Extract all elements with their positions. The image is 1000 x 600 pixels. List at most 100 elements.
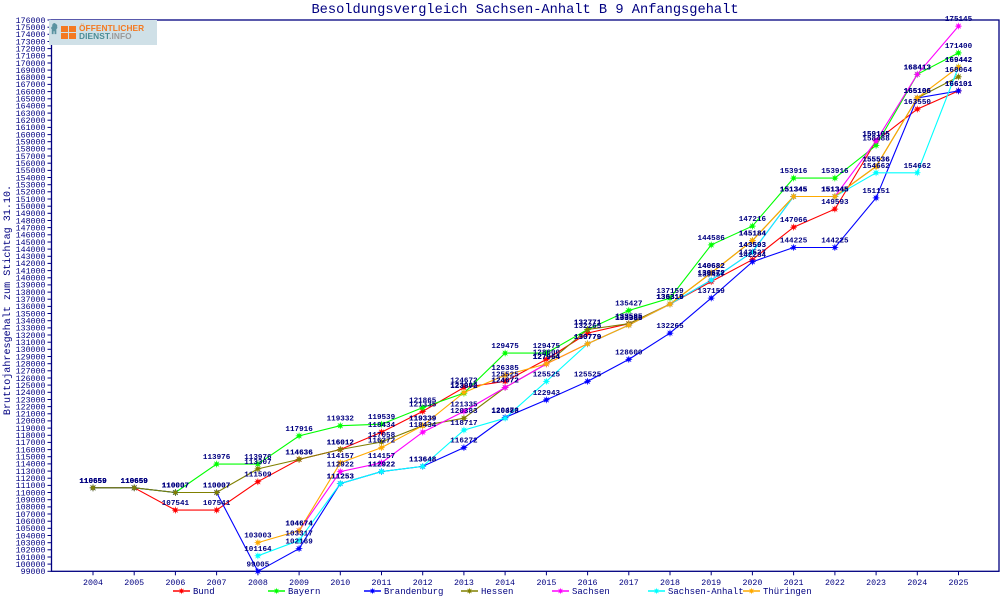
svg-text:103317: 103317	[285, 530, 313, 538]
svg-text:111253: 111253	[327, 474, 355, 482]
svg-text:2022: 2022	[825, 579, 845, 588]
svg-text:125525: 125525	[533, 371, 561, 379]
svg-text:117916: 117916	[285, 426, 313, 434]
svg-text:147066: 147066	[780, 217, 808, 225]
svg-text:133385: 133385	[615, 315, 643, 323]
svg-text:122943: 122943	[533, 390, 561, 398]
svg-text:151345: 151345	[821, 187, 849, 195]
svg-text:116012: 116012	[327, 440, 355, 448]
svg-text:2009: 2009	[289, 579, 309, 588]
svg-text:153916: 153916	[821, 168, 849, 176]
svg-text:112922: 112922	[327, 462, 355, 470]
svg-text:124672: 124672	[491, 378, 519, 386]
svg-text:139672: 139672	[698, 270, 726, 278]
svg-text:140682: 140682	[698, 263, 726, 271]
svg-text:114157: 114157	[327, 453, 355, 461]
svg-text:151151: 151151	[862, 188, 890, 196]
svg-text:112922: 112922	[368, 462, 396, 470]
svg-text:101164: 101164	[244, 546, 272, 554]
svg-text:107541: 107541	[162, 500, 190, 508]
svg-text:155536: 155536	[862, 157, 890, 165]
svg-text:144586: 144586	[698, 235, 726, 243]
svg-text:119332: 119332	[327, 416, 355, 424]
svg-text:168064: 168064	[945, 67, 973, 75]
svg-text:110007: 110007	[203, 483, 231, 491]
svg-text:127964: 127964	[533, 354, 561, 362]
svg-text:145184: 145184	[739, 231, 767, 239]
svg-text:2013: 2013	[454, 579, 474, 588]
svg-text:2019: 2019	[701, 579, 721, 588]
svg-text:2007: 2007	[207, 579, 227, 588]
svg-text:130779: 130779	[574, 334, 602, 342]
svg-text:169442: 169442	[945, 57, 973, 65]
svg-text:Sachsen: Sachsen	[572, 587, 610, 597]
svg-text:Besoldungsvergleich Sachsen-An: Besoldungsvergleich Sachsen-Anhalt B 9 A…	[311, 3, 738, 18]
svg-text:123964: 123964	[450, 383, 478, 391]
svg-text:143593: 143593	[739, 242, 767, 250]
svg-text:142234: 142234	[739, 252, 767, 260]
svg-text:120383: 120383	[491, 408, 519, 416]
svg-text:2008: 2008	[248, 579, 268, 588]
svg-text:2006: 2006	[165, 579, 185, 588]
svg-text:110659: 110659	[121, 478, 149, 486]
svg-text:121335: 121335	[450, 401, 478, 409]
svg-text:125525: 125525	[574, 371, 602, 379]
svg-text:175145: 175145	[945, 16, 973, 24]
svg-text:2017: 2017	[619, 579, 639, 588]
svg-text:113648: 113648	[409, 456, 437, 464]
svg-text:159105: 159105	[862, 131, 890, 139]
svg-text:144225: 144225	[780, 238, 808, 246]
svg-text:2021: 2021	[784, 579, 804, 588]
svg-text:137159: 137159	[698, 288, 726, 296]
svg-text:Bayern: Bayern	[288, 587, 320, 597]
svg-text:104674: 104674	[285, 521, 313, 529]
svg-text:114636: 114636	[285, 449, 313, 457]
svg-text:2023: 2023	[866, 579, 886, 588]
svg-text:2025: 2025	[949, 579, 969, 588]
svg-text:Hessen: Hessen	[481, 587, 513, 597]
svg-text:144225: 144225	[821, 238, 849, 246]
svg-text:119339: 119339	[409, 416, 437, 424]
svg-text:Thüringen: Thüringen	[763, 587, 812, 597]
svg-text:110007: 110007	[162, 483, 190, 491]
svg-text:110659: 110659	[79, 478, 107, 486]
svg-text:2010: 2010	[330, 579, 350, 588]
svg-text:2004: 2004	[83, 579, 103, 588]
svg-text:118434: 118434	[368, 422, 396, 430]
svg-text:2020: 2020	[742, 579, 762, 588]
svg-text:126385: 126385	[491, 365, 519, 373]
svg-text:165106: 165106	[904, 88, 932, 96]
svg-text:2012: 2012	[413, 579, 433, 588]
svg-text:163550: 163550	[904, 99, 932, 107]
svg-text:2024: 2024	[907, 579, 927, 588]
svg-text:2005: 2005	[124, 579, 144, 588]
svg-text:2016: 2016	[578, 579, 598, 588]
svg-text:149593: 149593	[821, 199, 849, 207]
svg-text:119539: 119539	[368, 414, 396, 422]
svg-text:114157: 114157	[368, 453, 396, 461]
svg-text:128600: 128600	[615, 349, 643, 357]
svg-text:121865: 121865	[409, 398, 437, 406]
svg-text:113976: 113976	[203, 454, 231, 462]
svg-text:171400: 171400	[945, 43, 973, 51]
svg-text:116272: 116272	[450, 438, 478, 446]
svg-text:Bund: Bund	[193, 587, 215, 597]
svg-text:Bruttojahresgehalt zum Stichta: Bruttojahresgehalt zum Stichtag 31.10.	[2, 185, 14, 415]
svg-text:116272: 116272	[368, 438, 396, 446]
svg-text:103003: 103003	[244, 533, 272, 541]
svg-text:132771: 132771	[574, 320, 602, 328]
svg-text:Brandenburg: Brandenburg	[384, 587, 443, 597]
svg-text:168413: 168413	[904, 64, 932, 72]
svg-text:113307: 113307	[244, 459, 272, 467]
svg-text:2011: 2011	[372, 579, 392, 588]
svg-text:154662: 154662	[904, 163, 932, 171]
svg-text:132265: 132265	[656, 323, 684, 331]
svg-text:166101: 166101	[945, 81, 973, 89]
svg-text:107541: 107541	[203, 500, 231, 508]
svg-text:Sachsen-Anhalt: Sachsen-Anhalt	[668, 587, 744, 597]
svg-text:153916: 153916	[780, 168, 808, 176]
svg-text:2014: 2014	[495, 579, 515, 588]
svg-text:2015: 2015	[536, 579, 556, 588]
svg-text:129475: 129475	[491, 343, 519, 351]
svg-text:176000: 176000	[16, 17, 46, 26]
